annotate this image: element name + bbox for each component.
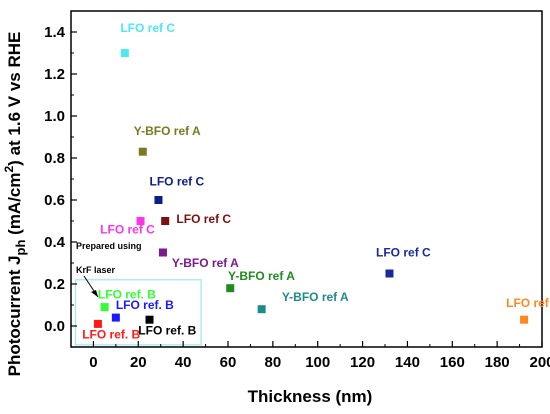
y-title-pre: Photocurrent J <box>5 255 24 376</box>
axes: 0 20 40 60 80 100 120 140 160 180 200 0.0 0.2 0.4 0.6 0… <box>44 10 550 371</box>
x-tick-label: 140 <box>395 354 420 371</box>
point-label: LFO ref C <box>150 174 205 188</box>
point-label: LFO ref C <box>506 296 550 310</box>
y-title-sub: ph <box>13 240 28 256</box>
data-point <box>138 147 147 156</box>
data-point <box>145 315 154 324</box>
data-point <box>136 217 145 225</box>
x-tick-label: 180 <box>485 354 510 371</box>
point-label: LFO ref C <box>376 246 431 260</box>
x-tick-label: 60 <box>220 354 237 371</box>
point-label: Y-BFO ref A <box>282 290 349 304</box>
data-point <box>158 248 167 257</box>
point-labels: LFO ref C Y-BFO ref A LFO ref C LFO ref C LF… <box>82 21 550 342</box>
y-tick-label: 0.2 <box>44 276 65 293</box>
x-tick-label: 100 <box>305 354 330 371</box>
x-tick-label: 20 <box>130 354 147 371</box>
y-tick-label: 1.0 <box>44 108 65 125</box>
point-label: Y-BFO ref A <box>228 269 295 283</box>
annotation-arrow <box>83 275 99 298</box>
data-point <box>154 196 163 204</box>
y-axis-title: Photocurrent Jph (mA/cm2) at 1.6 V vs RH… <box>2 32 28 377</box>
point-label: LFO ref. B <box>138 323 196 337</box>
x-axis-title: Thickness (nm) <box>248 387 373 406</box>
x-tick-label: 0 <box>89 354 97 371</box>
point-label: LFO ref C <box>120 21 175 35</box>
x-tick-label: 80 <box>265 354 282 371</box>
point-label: Y-BFO ref A <box>172 256 239 270</box>
point-label: LFO ref. B <box>116 298 174 312</box>
data-point <box>111 313 120 322</box>
point-label: LFO ref C <box>176 212 231 226</box>
data-point <box>257 305 266 314</box>
point-label: LFO ref. B <box>98 288 156 302</box>
y-title-mid: (mA/cm <box>5 172 24 239</box>
y-title-post: ) at 1.6 V vs RHE <box>5 32 24 166</box>
x-tick-label: 120 <box>350 354 375 371</box>
y-tick-label: 1.4 <box>44 24 66 41</box>
y-tick-label: 1.2 <box>44 66 65 83</box>
data-point <box>161 217 170 225</box>
y-tick-label: 0.4 <box>44 234 66 251</box>
point-label: Y-BFO ref A <box>134 124 201 138</box>
data-point <box>385 269 394 278</box>
x-tick-label: 160 <box>440 354 465 371</box>
y-tick-label: 0.0 <box>44 318 65 335</box>
annotation-krf-laser: KrF laser <box>76 265 116 275</box>
y-tick-label: 0.8 <box>44 150 65 167</box>
data-point <box>520 315 529 324</box>
y-tick-label: 0.6 <box>44 192 65 209</box>
y-title-sup: 2 <box>2 165 16 172</box>
data-point <box>100 303 109 312</box>
x-tick-label: 40 <box>175 354 192 371</box>
data-points <box>93 49 529 328</box>
annotation-prepared-using: Prepared using <box>76 241 142 251</box>
data-point <box>120 49 129 57</box>
data-point <box>226 284 235 293</box>
point-label: LFO ref C <box>100 223 155 237</box>
point-label: LFO ref. B <box>82 328 140 342</box>
data-point <box>93 319 102 328</box>
x-tick-label: 200 <box>529 354 550 371</box>
